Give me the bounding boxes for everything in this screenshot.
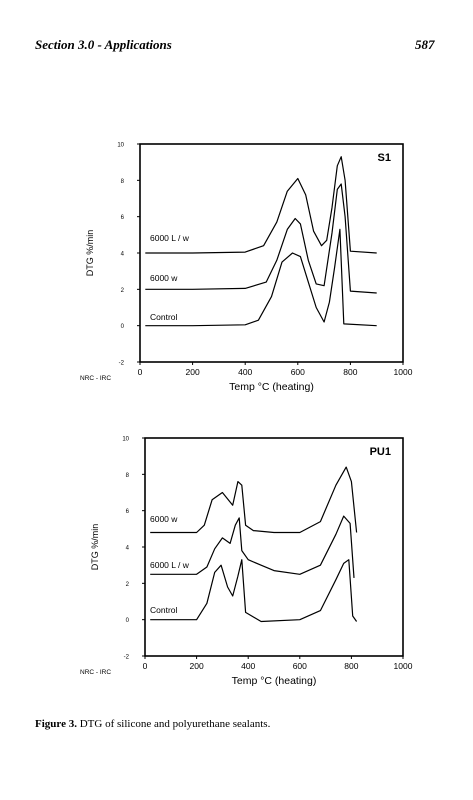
series-label: 6000 w [150, 273, 178, 283]
y-tick-label: 2 [121, 288, 125, 294]
y-tick-label: 8 [126, 473, 130, 479]
series-line [145, 183, 377, 294]
x-tick-label: 0 [138, 367, 143, 377]
caption-text: DTG of silicone and polyurethane sealant… [79, 718, 271, 730]
source-label: NRC - IRC [80, 669, 111, 676]
x-tick-label: 400 [238, 367, 252, 377]
y-tick-label: 6 [121, 215, 125, 221]
caption-label: Figure 3. [35, 718, 77, 730]
y-axis-label: DTG %/min [90, 524, 100, 571]
y-tick-label: 0 [126, 618, 130, 624]
x-tick-label: 400 [241, 661, 255, 671]
series-line [150, 466, 358, 534]
series-line [150, 559, 358, 623]
series-line [145, 228, 377, 327]
x-tick-label: 0 [143, 661, 148, 671]
series-label: Control [150, 605, 178, 615]
series-line [150, 515, 355, 578]
y-tick-label: 4 [126, 546, 130, 552]
x-tick-label: 200 [186, 367, 200, 377]
x-tick-label: 1000 [394, 661, 413, 671]
series-label: 6000 L / w [150, 560, 190, 570]
y-tick-label: 6 [126, 509, 130, 515]
running-header: Section 3.0 - Applications [35, 37, 172, 52]
y-tick-label: 10 [122, 437, 129, 443]
chart-title: PU1 [370, 446, 391, 458]
source-label: NRC - IRC [80, 375, 111, 382]
x-tick-label: 800 [344, 661, 358, 671]
x-tick-label: 600 [293, 661, 307, 671]
y-tick-label: 2 [126, 582, 130, 588]
y-tick-label: -2 [124, 655, 130, 661]
y-tick-label: 4 [121, 252, 125, 258]
chart-title: S1 [378, 152, 391, 164]
series-label: Control [150, 312, 178, 322]
plot-frame-1 [144, 437, 404, 657]
y-tick-label: 8 [121, 179, 125, 185]
x-tick-label: 800 [343, 367, 357, 377]
page-number: 587 [415, 37, 435, 52]
x-tick-label: 1000 [394, 367, 413, 377]
series-label: 6000 w [150, 514, 178, 524]
series-line [145, 156, 377, 254]
y-tick-label: 0 [121, 324, 125, 330]
x-axis-label: Temp °C (heating) [232, 675, 317, 687]
series-label: 6000 L / w [150, 233, 190, 243]
figure-caption: Figure 3. DTG of silicone and polyuretha… [35, 718, 270, 730]
x-axis-label: Temp °C (heating) [229, 381, 314, 393]
y-tick-label: 10 [117, 143, 124, 149]
y-tick-label: -2 [119, 361, 125, 367]
y-axis-label: DTG %/min [85, 230, 95, 277]
x-tick-label: 600 [291, 367, 305, 377]
x-tick-label: 200 [190, 661, 204, 671]
